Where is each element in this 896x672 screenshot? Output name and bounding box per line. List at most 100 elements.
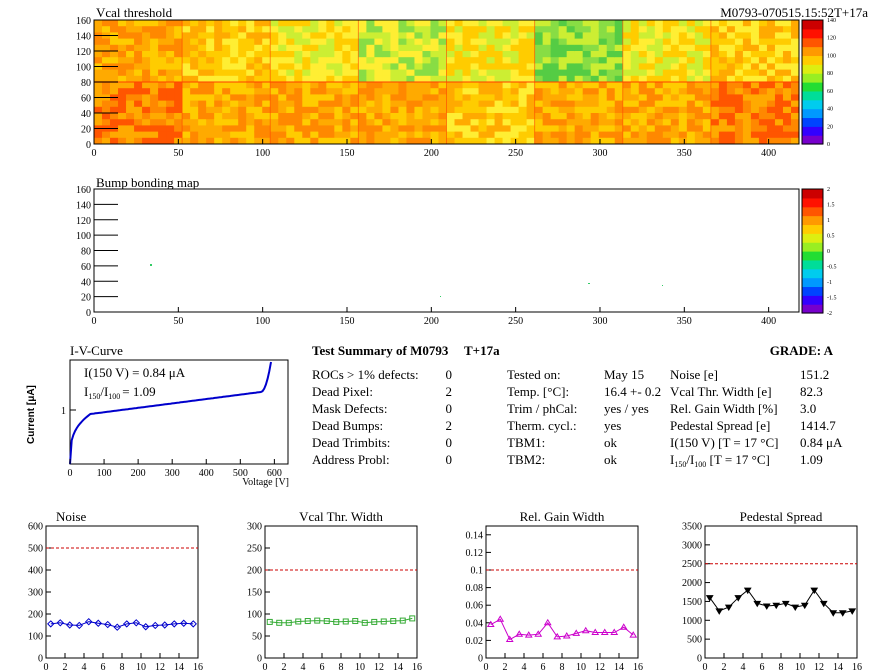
roc-tile xyxy=(710,82,800,145)
y-tick-label: 120 xyxy=(76,47,91,58)
bump-map-color-scale: -2 -1.5 -1 -0.5 0 0.5 1 1.5 2 xyxy=(801,187,837,317)
y-tick-label: 60 xyxy=(81,262,91,273)
data-point xyxy=(75,621,83,630)
y-tick-label: 100 xyxy=(76,231,91,242)
summary-mid-value: ok xyxy=(604,435,618,450)
x-tick-label: 150 xyxy=(339,316,354,327)
data-point xyxy=(829,610,838,617)
data-point xyxy=(94,619,102,627)
x-tick-label: 4 xyxy=(522,662,527,672)
summary-mid-label: Therm. cycl.: xyxy=(507,418,577,433)
y-tick-label: 0.14 xyxy=(466,530,484,541)
roc-tile xyxy=(534,20,624,83)
x-tick-label: 12 xyxy=(155,662,165,672)
iv-x-tick-label: 100 xyxy=(97,468,112,479)
y-tick-label: 120 xyxy=(76,216,91,227)
data-point xyxy=(753,600,762,608)
scale-label: 80 xyxy=(827,71,833,77)
data-point xyxy=(409,615,416,622)
summary-mid-label: Temp. [°C]: xyxy=(507,384,569,399)
data-point xyxy=(380,618,387,625)
plot-title: Vcal Thr. Width xyxy=(299,509,383,524)
x-tick-label: 2 xyxy=(282,662,287,672)
iv-x-tick-label: 300 xyxy=(165,468,180,479)
data-point xyxy=(47,620,55,628)
x-tick-label: 100 xyxy=(255,316,270,327)
x-tick-label: 150 xyxy=(339,148,354,159)
x-tick-label: 16 xyxy=(852,662,862,672)
summary-left-label: Dead Pixel: xyxy=(312,384,373,399)
roc-tile xyxy=(534,82,624,145)
x-tick-label: 2 xyxy=(722,662,727,672)
y-tick-label: 0.12 xyxy=(466,548,484,559)
summary-plot-4: Pedestal Spread 0 500 1000 1500 2000 2500 3000 3… xyxy=(682,509,862,672)
series-line xyxy=(269,617,413,624)
summary-title: Test Summary of M0793 xyxy=(312,343,449,358)
x-tick-label: 10 xyxy=(576,662,586,672)
bump-defect-dot xyxy=(588,283,590,284)
data-point xyxy=(819,600,828,608)
roc-tile xyxy=(446,82,536,145)
data-point xyxy=(66,621,74,629)
scale-label: 20 xyxy=(827,124,833,130)
roc-tile xyxy=(357,82,447,145)
x-tick-label: 16 xyxy=(633,662,643,672)
y-tick-label: 200 xyxy=(28,610,43,621)
x-tick-label: 4 xyxy=(82,662,87,672)
iv-x-tick-label: 200 xyxy=(131,468,146,479)
x-tick-label: 14 xyxy=(174,662,184,672)
y-tick-label: 250 xyxy=(247,544,262,555)
data-point xyxy=(304,618,311,625)
x-tick-label: 12 xyxy=(814,662,824,672)
heatmap-top-title: Vcal threshold xyxy=(96,5,173,20)
data-point xyxy=(562,632,571,639)
summary-mid-label: Tested on: xyxy=(507,367,561,382)
scale-label: 140 xyxy=(827,18,836,24)
y-tick-label: 80 xyxy=(81,247,91,258)
x-tick-label: 0 xyxy=(44,662,49,672)
data-point xyxy=(323,618,330,625)
iv-x-tick-label: 400 xyxy=(199,468,214,479)
grade-label: GRADE: A xyxy=(770,343,834,358)
data-point xyxy=(189,620,197,628)
series-line xyxy=(50,621,194,628)
summary-left-label: Dead Bumps: xyxy=(312,418,383,433)
x-tick-label: 2 xyxy=(503,662,508,672)
roc-tile xyxy=(93,20,183,83)
x-tick-label: 10 xyxy=(136,662,146,672)
data-point xyxy=(170,620,178,628)
data-point xyxy=(505,635,514,643)
x-tick-label: 8 xyxy=(120,662,125,672)
summary-left-label: Dead Trimbits: xyxy=(312,435,390,450)
summary-right-label: I(150 V) [T = 17 °C] xyxy=(670,435,778,450)
data-point xyxy=(800,602,809,610)
x-tick-label: 400 xyxy=(761,316,776,327)
y-tick-label: 150 xyxy=(247,588,262,599)
scale-label: -0.5 xyxy=(827,265,837,271)
x-tick-label: 6 xyxy=(541,662,546,672)
summary-right-label: Vcal Thr. Width [e] xyxy=(670,384,772,399)
scale-label: 1.5 xyxy=(827,203,835,209)
x-tick-label: 8 xyxy=(560,662,565,672)
data-point xyxy=(591,628,600,635)
y-tick-label: 1000 xyxy=(682,616,702,627)
data-point xyxy=(619,623,628,630)
data-point xyxy=(113,623,121,631)
iv-i150-label: I(150 V) = 0.84 μA xyxy=(84,365,186,380)
summary-right-label: I150/I100 [T = 17 °C] xyxy=(670,452,770,469)
y-tick-label: 2500 xyxy=(682,559,702,570)
data-point xyxy=(104,620,112,629)
summary-right-value: 82.3 xyxy=(800,384,823,399)
y-tick-label: 140 xyxy=(76,200,91,211)
scale-label: 0.5 xyxy=(827,234,835,240)
summary-mid-label: TBM2: xyxy=(507,452,545,467)
y-tick-label: 40 xyxy=(81,277,91,288)
data-point xyxy=(743,587,752,595)
summary-right-label: Rel. Gain Width [%] xyxy=(670,401,778,416)
x-tick-label: 350 xyxy=(677,316,692,327)
iv-ylabel: Current [μA] xyxy=(26,385,37,444)
data-point xyxy=(553,632,562,640)
data-point xyxy=(390,618,397,625)
y-tick-label: 0.08 xyxy=(466,583,484,594)
x-tick-label: 14 xyxy=(393,662,403,672)
